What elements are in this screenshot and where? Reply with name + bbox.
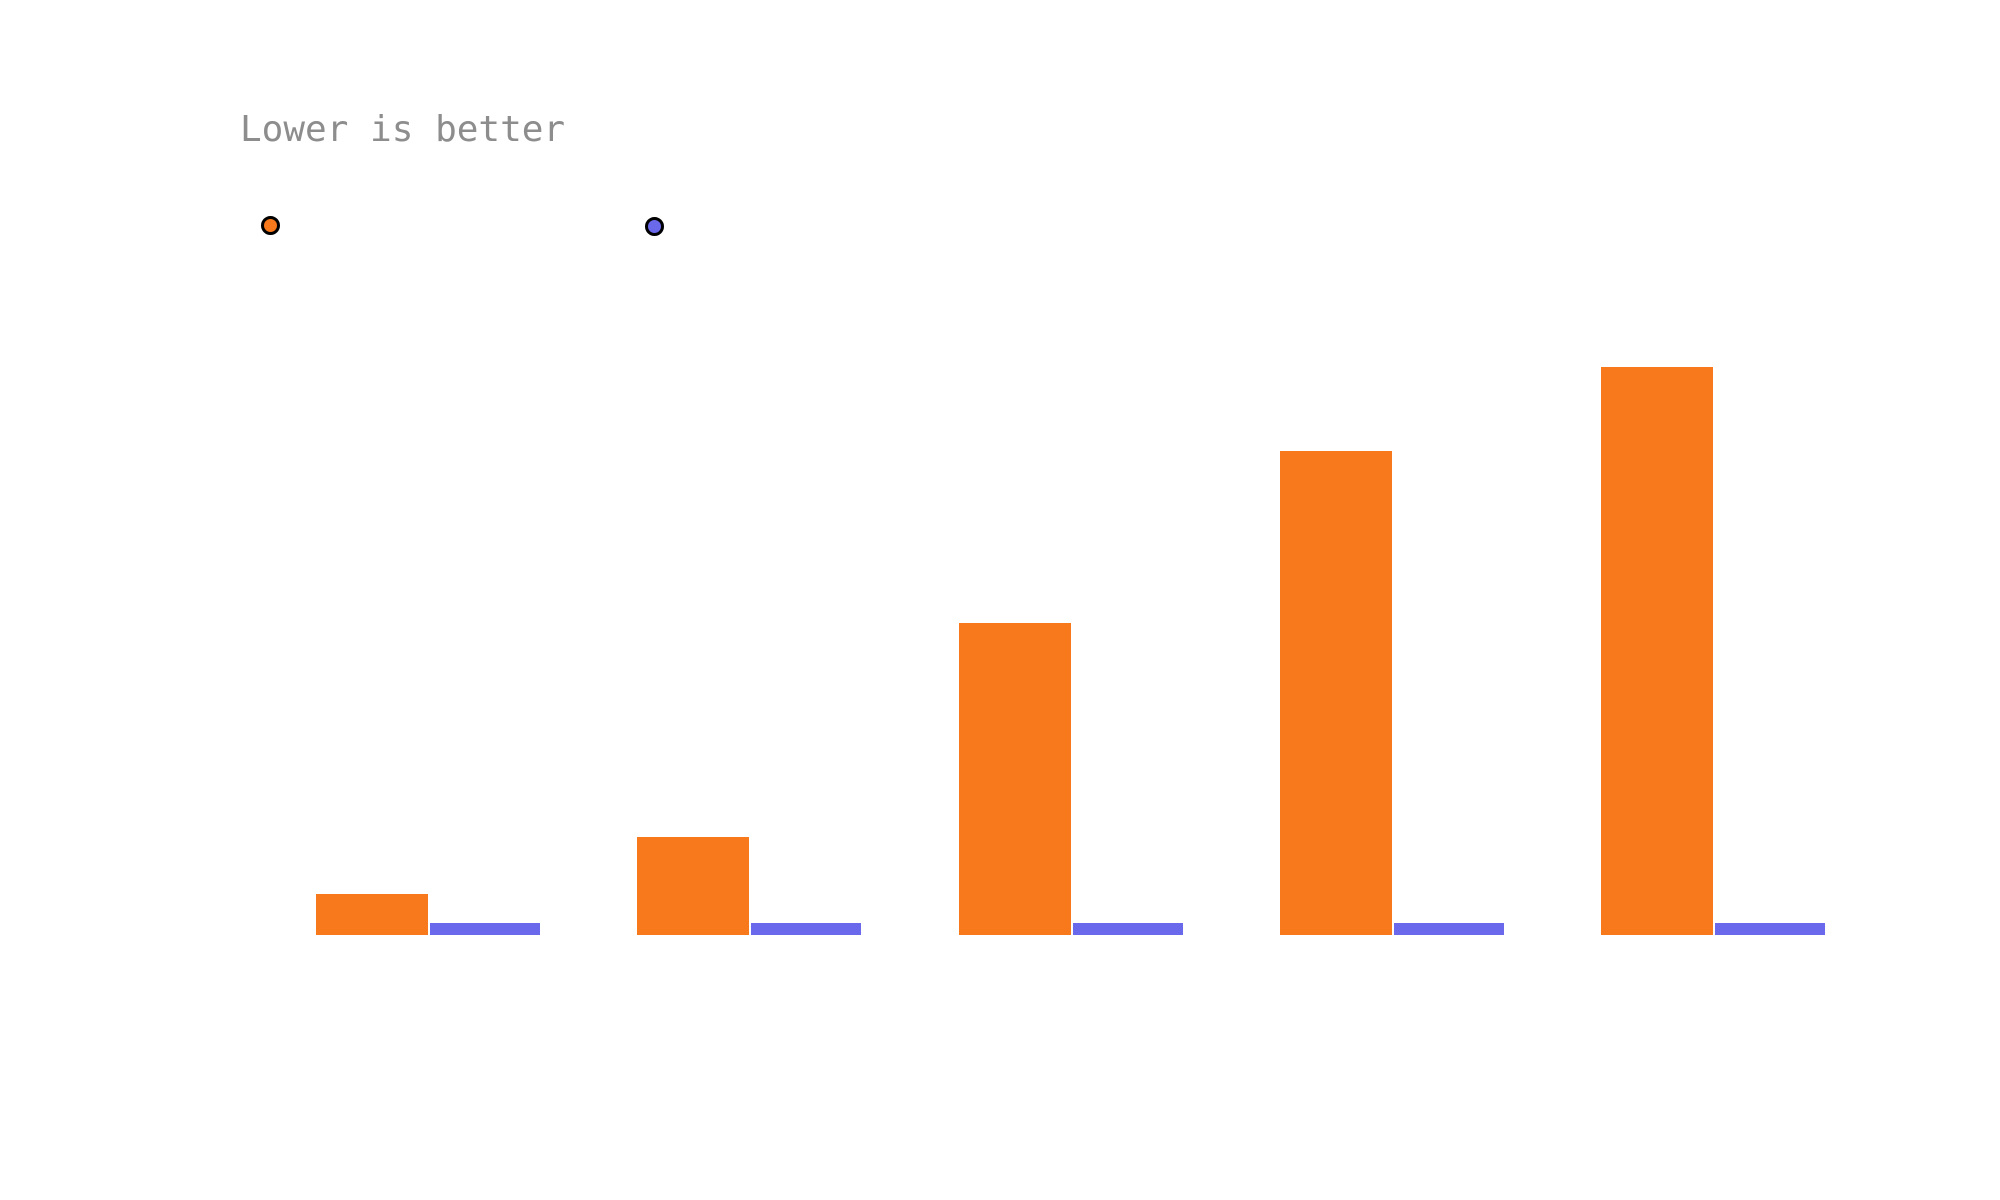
legend-item-purple [645, 217, 678, 236]
bar-purple-group-1 [430, 923, 540, 935]
bar-purple-group-5 [1715, 923, 1826, 935]
legend-item-orange [261, 216, 294, 235]
bar-purple-group-2 [751, 923, 862, 935]
bar-purple-group-3 [1072, 923, 1183, 935]
bar-orange-group-5 [1601, 367, 1714, 935]
bar-orange-group-3 [958, 623, 1071, 935]
legend-marker-orange-circle-icon [261, 216, 280, 235]
bar-purple-group-4 [1393, 923, 1504, 935]
legend-marker-purple-circle-icon [645, 217, 664, 236]
bar-orange-group-2 [637, 837, 750, 935]
bar-orange-group-4 [1279, 451, 1392, 935]
bar-orange-group-1 [316, 894, 428, 935]
chart-annotation: Lower is better [240, 109, 566, 150]
